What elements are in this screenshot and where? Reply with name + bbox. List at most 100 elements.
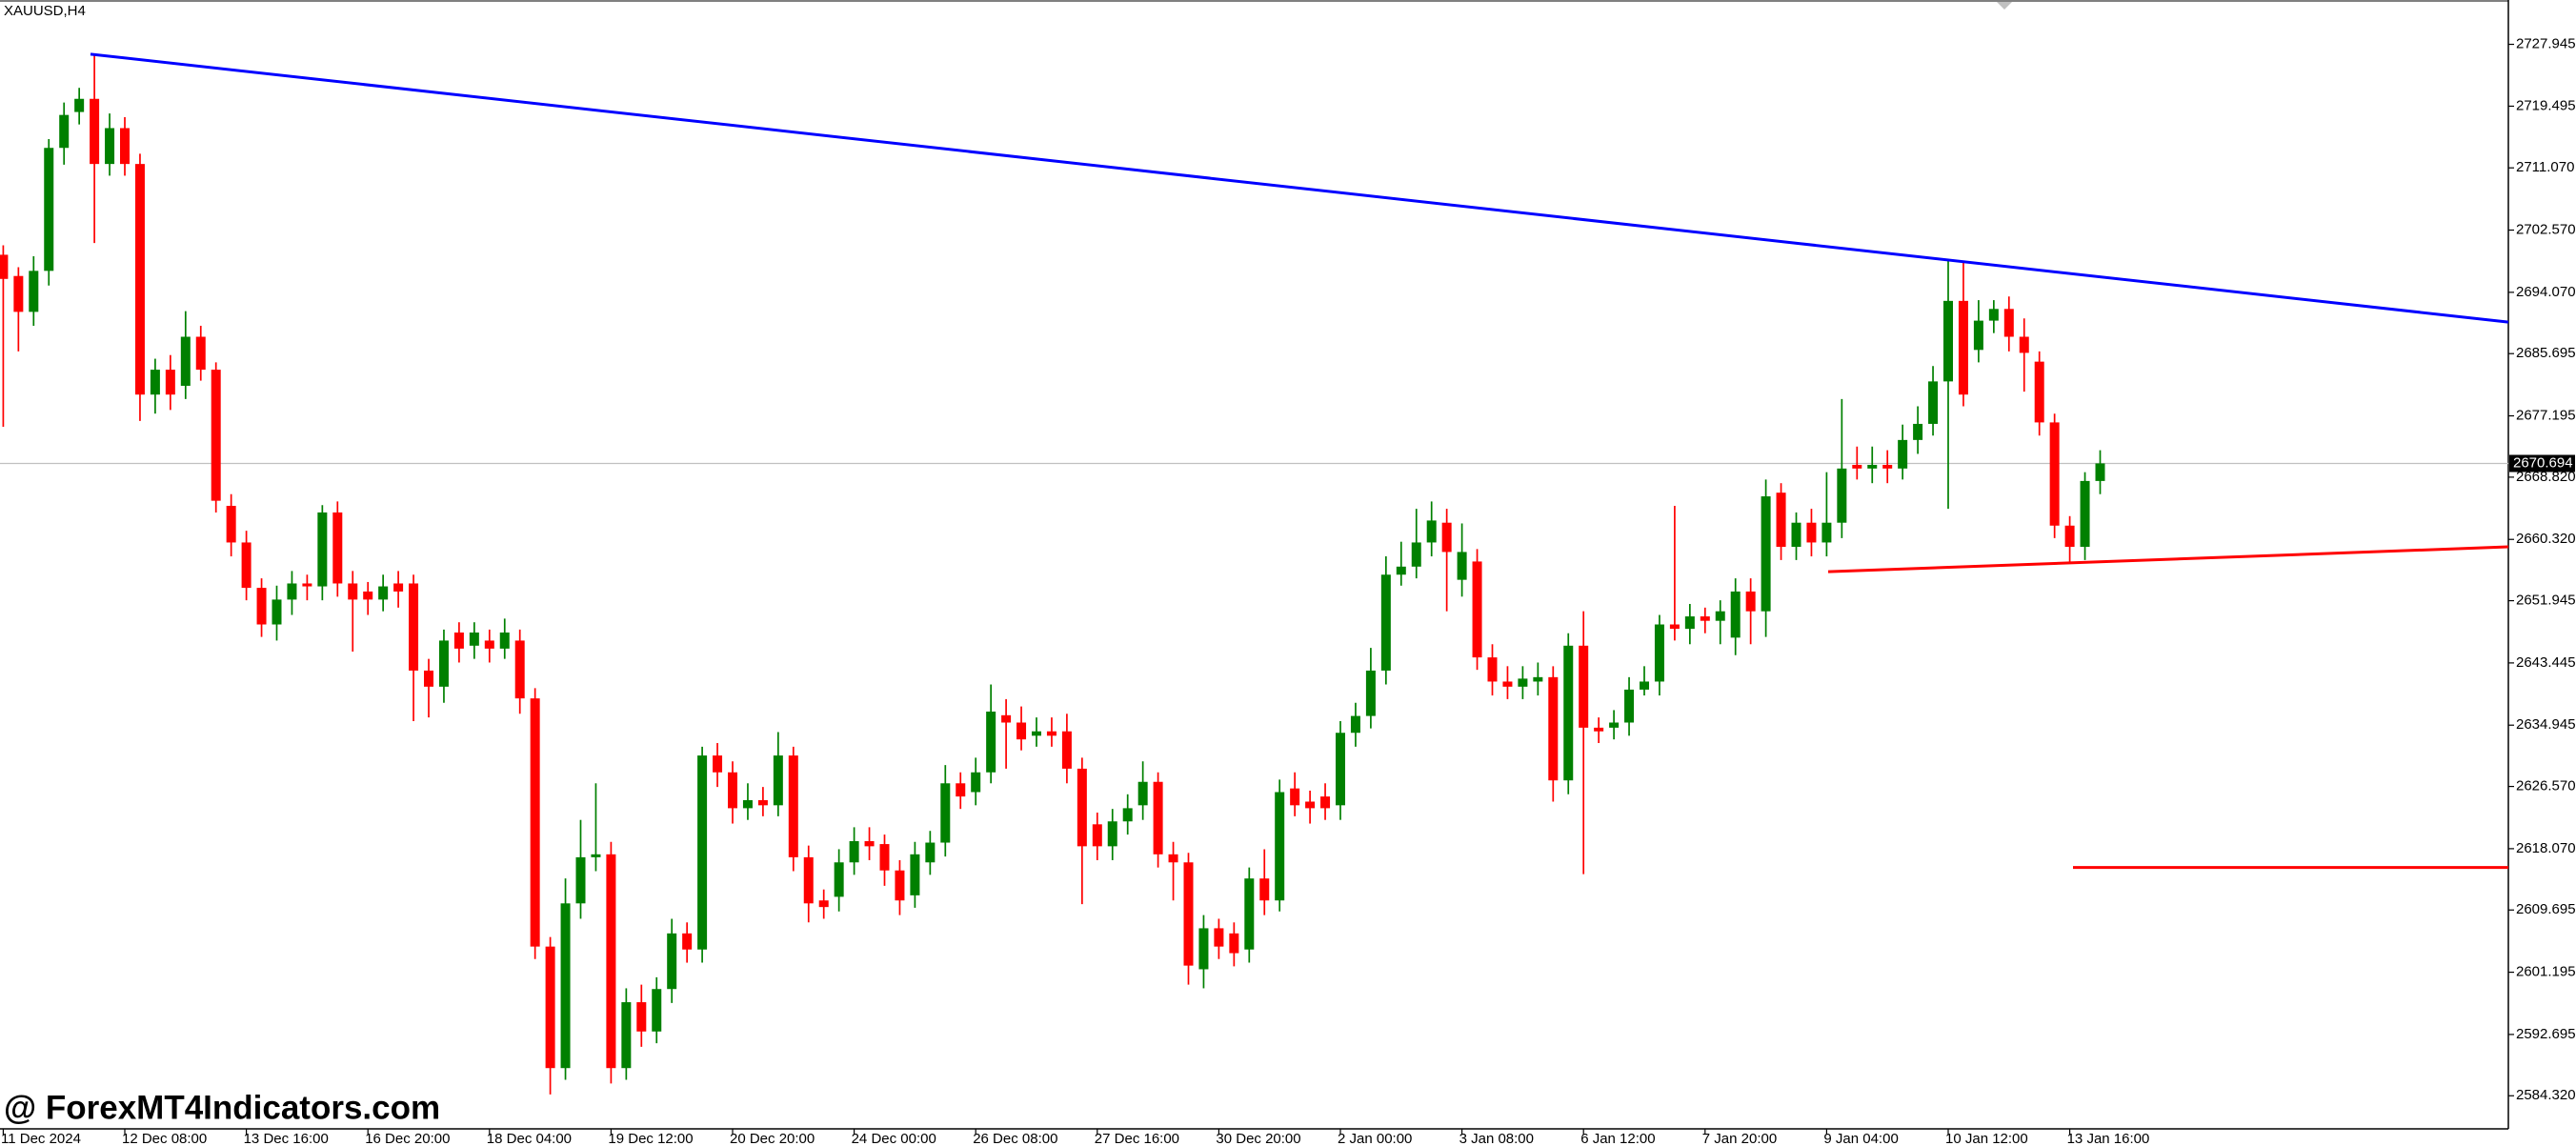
candle-body (1973, 320, 1983, 351)
candle-body (773, 755, 783, 806)
candle-body (1168, 854, 1178, 863)
candle-body (986, 711, 996, 773)
x-tick-label: 27 Dec 16:00 (1095, 1131, 1179, 1146)
candle-body (713, 755, 723, 773)
candle-body (438, 640, 449, 687)
candle-body (2095, 463, 2105, 481)
candle-body (728, 772, 737, 809)
candle-body (378, 586, 389, 600)
candle-body (1624, 689, 1635, 723)
candle-body (956, 783, 966, 797)
candle-body (742, 799, 753, 809)
candle-body (180, 336, 191, 386)
candle-body (1806, 522, 1817, 543)
symbol-label: XAUUSD,H4 (4, 3, 86, 19)
candle-body (211, 370, 221, 501)
candle-body (1290, 788, 1300, 806)
candle-body (195, 336, 206, 371)
candle-body (1594, 727, 1604, 732)
y-tick-label: 2677.195 (2516, 408, 2576, 424)
candle-body (1958, 300, 1968, 395)
candle-body (1259, 878, 1270, 901)
candle-body (1761, 496, 1771, 612)
candle-body (1821, 522, 1832, 543)
candle-body (1988, 309, 1999, 321)
candle-body (971, 772, 981, 793)
y-tick-label: 2634.945 (2516, 716, 2576, 733)
candle-body (363, 591, 373, 600)
x-tick-label: 18 Dec 04:00 (487, 1131, 572, 1146)
y-tick-label: 2719.495 (2516, 97, 2576, 113)
candle-body (1579, 645, 1589, 728)
y-tick-label: 2626.570 (2516, 778, 2576, 794)
candle-body (545, 946, 555, 1069)
candle-body (453, 632, 464, 649)
candle-body (2064, 525, 2075, 548)
y-tick-label: 2685.695 (2516, 345, 2576, 361)
trendline (90, 52, 2509, 324)
candle-body (1943, 300, 1953, 382)
candle-body (2019, 336, 2029, 353)
candle-body (636, 1002, 647, 1032)
candle-body (1016, 722, 1027, 740)
candle-body (120, 128, 130, 165)
y-tick-label: 2592.695 (2516, 1026, 2576, 1042)
x-tick-label: 24 Dec 00:00 (852, 1131, 936, 1146)
candle-body (940, 783, 951, 843)
candle-body (2080, 480, 2090, 548)
candle-body (1137, 781, 1148, 806)
candle-body (1411, 542, 1421, 567)
x-tick-label: 3 Jan 08:00 (1459, 1131, 1534, 1146)
candle-body (560, 903, 571, 1069)
candle-body (302, 583, 312, 587)
last-price-tag (2509, 454, 2575, 472)
y-tick-label: 2702.570 (2516, 222, 2576, 238)
x-tick-label: 26 Dec 08:00 (973, 1131, 1057, 1146)
candle-body (1669, 624, 1680, 630)
candle-body (1229, 933, 1239, 954)
y-tick-label: 2651.945 (2516, 593, 2576, 609)
candle-body (1457, 552, 1467, 580)
candle-body (59, 114, 70, 149)
candle-body (849, 840, 859, 863)
candle-body (788, 755, 798, 857)
candle-body (44, 148, 54, 271)
candle-body (2034, 361, 2044, 423)
candle-body (1426, 520, 1437, 543)
candle-body (13, 275, 24, 312)
candle-body (1046, 731, 1057, 736)
candle-body (1320, 796, 1331, 809)
y-tick-label: 2668.820 (2516, 469, 2576, 485)
candle-body (697, 755, 708, 950)
candle-body (1305, 801, 1316, 809)
candle-body (1365, 670, 1376, 716)
candle-body (606, 854, 616, 1069)
candle-body (803, 856, 814, 904)
last-price-label: 2670.694 (2513, 454, 2573, 471)
candle-body (317, 512, 328, 587)
candle-body (1077, 768, 1087, 847)
watermark: @ ForexMT4Indicators.com (4, 1089, 440, 1126)
candle-body (1396, 566, 1406, 575)
x-tick-label: 11 Dec 2024 (1, 1131, 81, 1146)
candle-body (1198, 928, 1209, 970)
candle-body (272, 599, 282, 625)
x-tick-label: 13 Jan 16:00 (2067, 1131, 2150, 1146)
x-tick-label: 7 Jan 20:00 (1702, 1131, 1777, 1146)
candle-body (1350, 715, 1360, 734)
candle-body (1852, 464, 1862, 469)
candle-body (1380, 574, 1391, 671)
candle-body (1609, 722, 1620, 728)
candle-body (818, 900, 829, 908)
candle-body (1032, 731, 1041, 736)
x-tick-label: 30 Dec 20:00 (1216, 1131, 1300, 1146)
y-tick-label: 2584.320 (2516, 1087, 2576, 1103)
candle-body (910, 854, 920, 895)
candle-body (29, 271, 39, 312)
candle-body (1244, 878, 1255, 950)
y-tick-label: 2694.070 (2516, 284, 2576, 300)
y-tick-label: 2727.945 (2516, 36, 2576, 52)
candle-body (667, 933, 677, 990)
